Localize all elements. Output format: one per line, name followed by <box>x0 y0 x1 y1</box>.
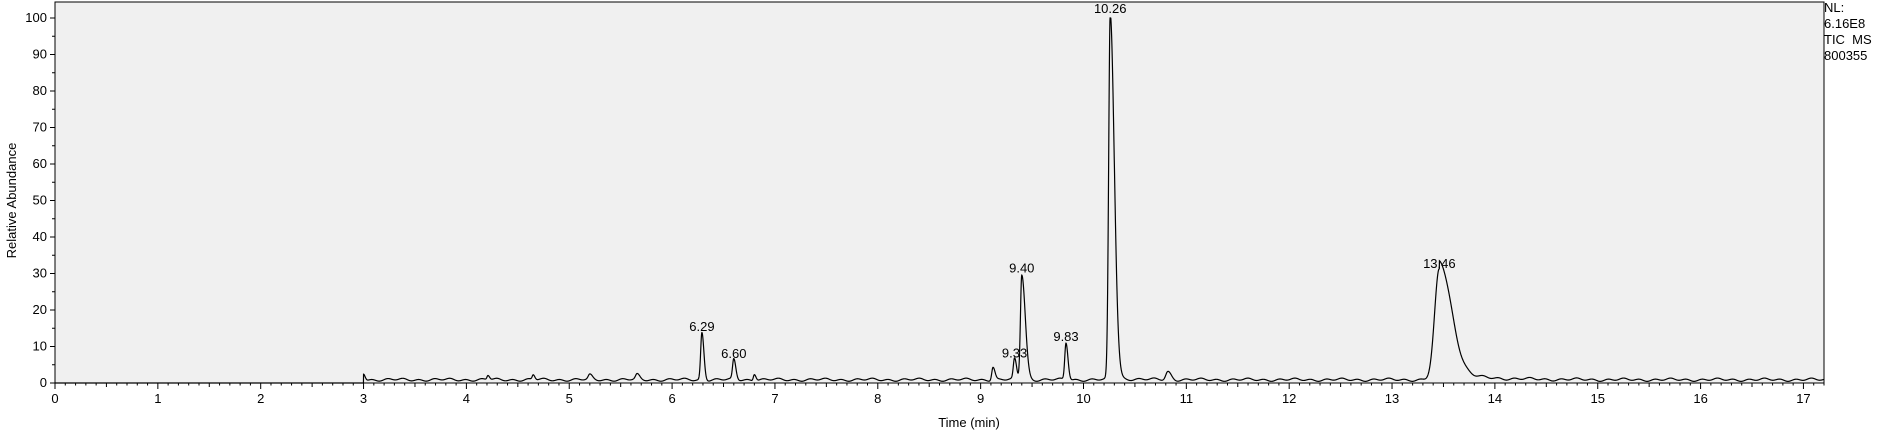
peak-label: 10.26 <box>1094 1 1127 16</box>
x-tick-label: 2 <box>257 391 264 406</box>
y-tick-label: 20 <box>33 302 47 317</box>
x-tick-label: 1 <box>154 391 161 406</box>
x-tick-label: 8 <box>874 391 881 406</box>
x-tick-label: 15 <box>1590 391 1604 406</box>
x-tick-label: 9 <box>977 391 984 406</box>
x-tick-label: 14 <box>1488 391 1502 406</box>
peak-label: 9.83 <box>1053 329 1078 344</box>
peak-label: 6.29 <box>689 319 714 334</box>
x-tick-label: 6 <box>668 391 675 406</box>
y-axis: 0 10 20 30 40 50 60 70 80 90 100 <box>25 10 55 390</box>
nl-value: 6.16E8 <box>1824 16 1866 31</box>
peak-label: 6.60 <box>721 346 746 361</box>
nl-label: NL: <box>1824 0 1845 15</box>
scan-filter: TIC MS <box>1824 32 1872 47</box>
x-tick-label: 10 <box>1076 391 1090 406</box>
y-tick-label: 50 <box>33 193 47 208</box>
peak-label: 9.33 <box>1002 346 1027 361</box>
peak-labels: 6.29 6.60 9.33 9.40 9.83 10.26 13.46 <box>689 1 1455 361</box>
sample-id: 800355 <box>1824 48 1868 63</box>
y-axis-label: Relative Abundance <box>4 143 19 259</box>
x-axis-label: Time (min) <box>938 415 1000 430</box>
x-tick-label: 16 <box>1693 391 1707 406</box>
x-tick-label: 17 <box>1796 391 1810 406</box>
y-tick-label: 70 <box>33 120 47 135</box>
x-tick-label: 7 <box>771 391 778 406</box>
y-tick-label: 100 <box>25 10 47 25</box>
tic-trace <box>55 17 1825 384</box>
y-tick-label: 30 <box>33 266 47 281</box>
normalization-info: NL: 6.16E8 TIC MS 800355 <box>1824 0 1872 64</box>
plot-area <box>54 1 1825 384</box>
y-tick-label: 80 <box>33 83 47 98</box>
x-tick-label: 13 <box>1385 391 1399 406</box>
y-tick-label: 0 <box>40 375 47 390</box>
y-tick-label: 10 <box>33 339 47 354</box>
x-tick-label: 4 <box>463 391 470 406</box>
x-tick-label: 3 <box>360 391 367 406</box>
peak-label: 9.40 <box>1009 261 1034 276</box>
x-tick-label: 12 <box>1282 391 1296 406</box>
x-tick-label: 5 <box>566 391 573 406</box>
y-tick-label: 90 <box>33 47 47 62</box>
x-axis: 0 1 2 3 4 5 6 7 8 9 10 11 12 13 14 15 16 17 <box>51 383 1825 406</box>
x-tick-label: 11 <box>1180 391 1194 406</box>
y-tick-label: 40 <box>33 229 47 244</box>
x-tick-label: 0 <box>51 391 58 406</box>
peak-label: 13.46 <box>1423 256 1456 271</box>
y-tick-label: 60 <box>33 156 47 171</box>
